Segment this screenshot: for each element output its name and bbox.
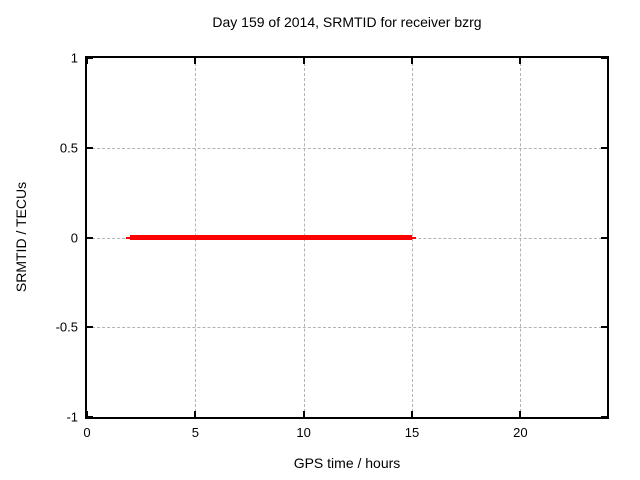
x-tick-mark-0	[86, 58, 88, 64]
y-tick-mark--1	[601, 416, 607, 418]
y-tick-mark--0.5	[87, 326, 93, 329]
x-tick-mark-10	[302, 411, 305, 417]
gridline-y-0.5	[87, 147, 607, 149]
y-tick-label-1: 1	[70, 50, 78, 66]
x-tick-mark-20	[519, 58, 522, 64]
y-tick-label-0.5: 0.5	[59, 140, 78, 156]
data-series-line	[130, 235, 412, 240]
y-tick-mark-0	[601, 236, 607, 239]
y-tick-mark-1	[601, 57, 607, 59]
x-tick-mark-15	[411, 411, 413, 417]
y-axis-label: SRMTID / TECUs	[13, 181, 29, 293]
x-tick-label-20: 20	[513, 425, 528, 440]
x-tick-mark-5	[194, 411, 197, 417]
x-tick-mark-5	[194, 58, 197, 64]
chart-title: Day 159 of 2014, SRMTID for receiver bzr…	[212, 14, 482, 30]
y-tick-mark-1	[87, 57, 93, 59]
x-tick-mark-0	[86, 411, 88, 417]
x-tick-mark-10	[302, 58, 305, 64]
y-tick-label-0: 0	[70, 230, 78, 245]
y-tick-mark-0	[87, 236, 93, 239]
x-tick-label-0: 0	[83, 425, 91, 440]
x-tick-label-5: 5	[191, 425, 199, 440]
x-tick-mark-20	[519, 411, 522, 417]
y-tick-mark--0.5	[601, 326, 607, 329]
y-tick-label--1: -1	[66, 409, 78, 425]
y-tick-mark--1	[87, 416, 93, 418]
x-tick-mark-15	[411, 58, 413, 64]
x-axis-label: GPS time / hours	[293, 455, 401, 471]
y-tick-mark-0.5	[87, 146, 93, 149]
plot-area	[85, 56, 609, 419]
x-tick-label-15: 15	[404, 425, 420, 440]
gridline-y--0.5	[87, 327, 607, 329]
y-tick-label--0.5: -0.5	[55, 319, 78, 335]
x-tick-label-10: 10	[296, 425, 311, 440]
y-tick-mark-0.5	[601, 146, 607, 149]
